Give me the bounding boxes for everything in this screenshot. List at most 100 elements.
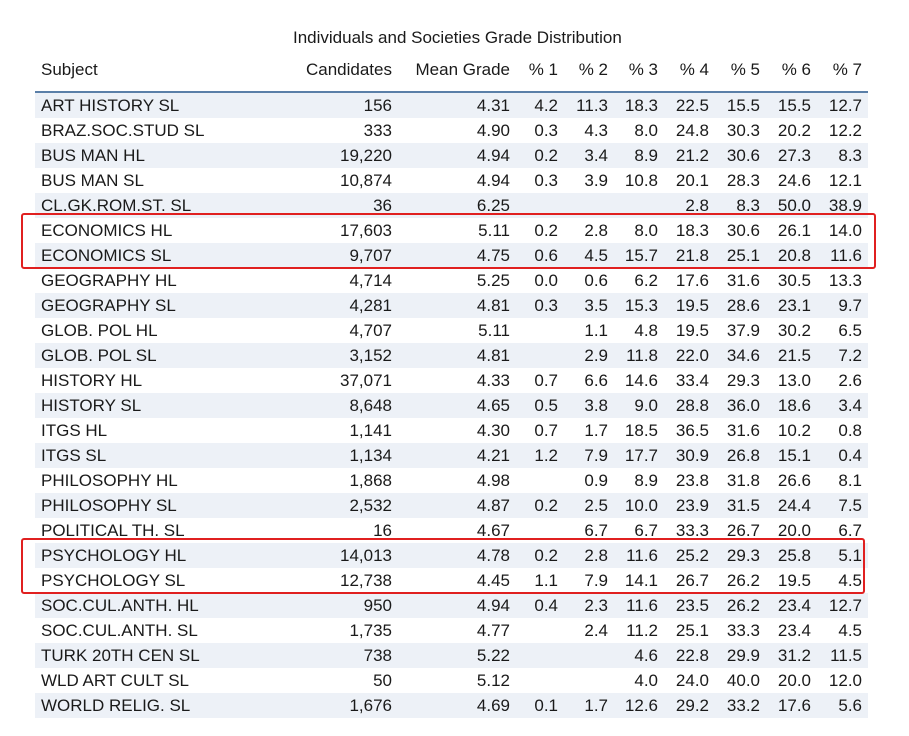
chart-title: Individuals and Societies Grade Distribu… bbox=[293, 28, 622, 47]
value-cell: 28.3 bbox=[726, 170, 760, 190]
value-cell: 33.2 bbox=[715, 693, 766, 718]
value-cell: 20.1 bbox=[675, 170, 709, 190]
value-cell: 11.2 bbox=[626, 620, 658, 640]
value-cell: 15.5 bbox=[715, 92, 766, 118]
value-cell: 8,648 bbox=[261, 393, 398, 418]
value-cell: 26.7 bbox=[675, 570, 709, 590]
value-cell: 30.6 bbox=[715, 143, 766, 168]
table-row: BUS MAN HL 19,220 4.94 0.2 3.4 8.9 21.2 30.6 27.… bbox=[35, 143, 868, 168]
value-cell: 1.2 bbox=[516, 443, 564, 468]
table-row: POLITICAL TH. SL 16 4.67 6.7 6.7 33.3 26.7 20.0… bbox=[35, 518, 868, 543]
column-header: % 6 bbox=[781, 60, 811, 79]
value-cell: 3,152 bbox=[261, 343, 398, 368]
table-row: PSYCHOLOGY HL 14,013 4.78 0.2 2.8 11.6 25.2 29.… bbox=[35, 543, 868, 568]
value-cell: 4.0 bbox=[634, 670, 658, 690]
value-cell: 5.11 bbox=[478, 220, 510, 240]
value-cell: 23.9 bbox=[664, 493, 715, 518]
value-cell: 30.6 bbox=[726, 220, 760, 240]
table-body: ART HISTORY SL 156 4.31 4.2 11.3 18.3 22.5 15.5… bbox=[35, 92, 868, 718]
value-cell: 2.9 bbox=[564, 343, 614, 368]
value-cell: 4,714 bbox=[349, 270, 392, 290]
value-cell: 14.0 bbox=[828, 220, 862, 240]
value-cell: 25.2 bbox=[664, 543, 715, 568]
value-cell: 5.6 bbox=[817, 693, 868, 718]
value-cell: 29.9 bbox=[715, 643, 766, 668]
value-cell: 5.12 bbox=[476, 670, 510, 690]
value-cell: 17,603 bbox=[340, 220, 392, 240]
value-cell: 0.6 bbox=[584, 270, 608, 290]
value-cell: 0.2 bbox=[516, 143, 564, 168]
value-cell: 0.0 bbox=[534, 270, 558, 290]
table-row: GEOGRAPHY HL 4,714 5.25 0.0 0.6 6.2 17.6 31.6 30… bbox=[35, 268, 868, 293]
value-cell: 4.98 bbox=[476, 470, 510, 490]
subject-cell: GLOB. POL HL bbox=[41, 320, 158, 340]
value-cell: 0.3 bbox=[534, 170, 558, 190]
value-cell: 1.7 bbox=[564, 693, 614, 718]
value-cell: 17.6 bbox=[675, 270, 709, 290]
value-cell: 4.77 bbox=[476, 620, 510, 640]
value-cell: 4.2 bbox=[516, 92, 564, 118]
value-cell: 12.2 bbox=[828, 120, 862, 140]
value-cell: 8.0 bbox=[634, 220, 658, 240]
value-cell: 11.8 bbox=[614, 343, 664, 368]
value-cell: 5.22 bbox=[398, 643, 516, 668]
value-cell: 11.6 bbox=[614, 543, 664, 568]
value-cell bbox=[516, 468, 564, 493]
value-cell: 9,707 bbox=[261, 243, 398, 268]
subject-cell: ECONOMICS SL bbox=[35, 243, 261, 268]
value-cell: 29.3 bbox=[715, 543, 766, 568]
subject-cell: BUS MAN SL bbox=[41, 170, 144, 190]
value-cell: 5.1 bbox=[817, 543, 868, 568]
value-cell: 22.8 bbox=[664, 643, 715, 668]
value-cell: 33.3 bbox=[675, 520, 709, 540]
value-cell: 31.5 bbox=[715, 493, 766, 518]
value-cell: 3.4 bbox=[817, 393, 868, 418]
value-cell: 11.5 bbox=[817, 643, 868, 668]
subject-cell: PHILOSOPHY SL bbox=[35, 493, 261, 518]
value-cell: 15.7 bbox=[614, 243, 664, 268]
value-cell bbox=[516, 318, 564, 343]
value-cell: 4.78 bbox=[398, 543, 516, 568]
value-cell: 13.0 bbox=[777, 370, 811, 390]
value-cell bbox=[614, 193, 664, 218]
value-cell: 22.5 bbox=[664, 92, 715, 118]
value-cell bbox=[516, 618, 564, 643]
table-row: ITGS SL 1,134 4.21 1.2 7.9 17.7 30.9 26.8 15.1 0.… bbox=[35, 443, 868, 468]
value-cell: 4.5 bbox=[838, 570, 862, 590]
value-cell: 0.1 bbox=[516, 693, 564, 718]
value-cell: 30.3 bbox=[726, 120, 760, 140]
value-cell: 333 bbox=[363, 120, 392, 140]
table-row: GLOB. POL HL 4,707 5.11 1.1 4.8 19.5 37.9 30.2 6… bbox=[35, 318, 868, 343]
value-cell: 9.0 bbox=[614, 393, 664, 418]
table-row: SOC.CUL.ANTH. HL 950 4.94 0.4 2.3 11.6 23.5 26.… bbox=[35, 593, 868, 618]
value-cell: 3.4 bbox=[564, 143, 614, 168]
value-cell: 5.11 bbox=[478, 320, 510, 340]
value-cell: 19.5 bbox=[777, 570, 811, 590]
value-cell: 0.4 bbox=[817, 443, 868, 468]
value-cell: 4.81 bbox=[398, 343, 516, 368]
subject-cell: ART HISTORY SL bbox=[35, 92, 261, 118]
value-cell: 6.7 bbox=[584, 520, 608, 540]
value-cell: 4.90 bbox=[476, 120, 510, 140]
value-cell: 1.1 bbox=[534, 570, 558, 590]
value-cell: 4,281 bbox=[261, 293, 398, 318]
value-cell: 36 bbox=[261, 193, 398, 218]
value-cell: 22.0 bbox=[664, 343, 715, 368]
value-cell: 2.8 bbox=[584, 220, 608, 240]
value-cell: 4.21 bbox=[398, 443, 516, 468]
value-cell: 25.1 bbox=[675, 620, 709, 640]
value-cell: 0.2 bbox=[516, 493, 564, 518]
value-cell: 8.9 bbox=[634, 470, 658, 490]
value-cell: 4.5 bbox=[838, 620, 862, 640]
table-row: GLOB. POL SL 3,152 4.81 2.9 11.8 22.0 34.6 21.5… bbox=[35, 343, 868, 368]
value-cell: 4.75 bbox=[398, 243, 516, 268]
subject-cell: SOC.CUL.ANTH. SL bbox=[41, 620, 198, 640]
table-row: ITGS HL 1,141 4.30 0.7 1.7 18.5 36.5 31.6 10.2 0.… bbox=[35, 418, 868, 443]
value-cell: 7.5 bbox=[817, 493, 868, 518]
value-cell: 17.7 bbox=[614, 443, 664, 468]
value-cell: 30.2 bbox=[777, 320, 811, 340]
value-cell: 0.6 bbox=[516, 243, 564, 268]
value-cell: 36.0 bbox=[715, 393, 766, 418]
value-cell: 4.67 bbox=[476, 520, 510, 540]
value-cell: 29.3 bbox=[726, 370, 760, 390]
